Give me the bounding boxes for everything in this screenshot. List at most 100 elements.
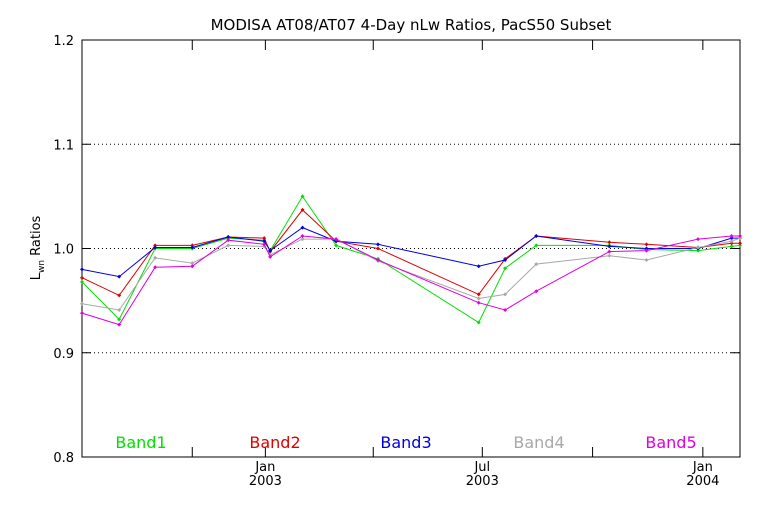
data-point [117, 322, 122, 327]
series-band2 [80, 207, 742, 298]
data-point [644, 257, 649, 262]
data-point [117, 293, 122, 298]
series-band5 [80, 233, 742, 327]
data-point [696, 245, 701, 250]
x-tick-label-year: 2003 [249, 474, 282, 489]
y-axis-label-rest: Ratios [29, 215, 44, 260]
data-point [334, 243, 339, 248]
data-point [153, 255, 158, 260]
data-point [226, 243, 231, 248]
data-point [738, 236, 742, 241]
data-point [80, 279, 84, 284]
data-point [190, 264, 195, 269]
data-point [153, 265, 158, 270]
data-point [262, 242, 267, 247]
data-point [644, 246, 649, 251]
data-point [607, 244, 612, 249]
data-point [607, 240, 612, 245]
data-point [729, 244, 734, 249]
y-tick-label: 1.0 [53, 243, 74, 258]
legend-item-band1: Band1 [115, 433, 166, 452]
data-point [503, 266, 508, 271]
y-axis-label-subscript: wn [37, 260, 47, 273]
data-point [334, 239, 339, 244]
data-point [80, 275, 84, 280]
data-point [334, 237, 339, 242]
data-point [534, 262, 539, 267]
x-tick-label-month: Jan [692, 460, 713, 475]
x-tick-label-month: Jan [254, 460, 275, 475]
data-point [738, 243, 742, 248]
x-tick-label-year: 2003 [466, 474, 499, 489]
data-point [300, 237, 305, 242]
y-axis-label-main: L [29, 272, 44, 280]
x-tick-label-year: 2004 [686, 474, 719, 489]
data-point [300, 233, 305, 238]
data-point [300, 225, 305, 230]
data-point [268, 248, 273, 253]
data-point [300, 194, 305, 199]
data-point [696, 248, 701, 253]
data-point [607, 253, 612, 258]
data-point [153, 243, 158, 248]
y-axis-label: Lwn Ratios [29, 215, 47, 280]
data-point [534, 243, 539, 248]
data-point [376, 242, 381, 247]
legend-item-band4: Band4 [513, 433, 564, 452]
data-point [190, 245, 195, 250]
data-point [503, 308, 508, 313]
series-line [81, 195, 741, 324]
data-point [738, 233, 742, 238]
data-point [153, 245, 158, 250]
data-point [729, 239, 734, 244]
y-tick-label: 1.1 [53, 138, 74, 153]
data-point [226, 238, 231, 243]
x-tick-label-month: Jul [473, 460, 490, 475]
series-line [81, 209, 740, 297]
data-point [476, 264, 481, 269]
data-point [262, 236, 267, 241]
data-point [644, 248, 649, 253]
data-point [226, 235, 231, 240]
data-point [80, 311, 84, 316]
data-point [503, 292, 508, 297]
data-point [534, 289, 539, 294]
data-point [607, 249, 612, 254]
data-point [476, 296, 481, 301]
data-point [503, 257, 508, 262]
data-point [262, 239, 267, 244]
data-point [476, 300, 481, 305]
data-point [476, 292, 481, 297]
data-point [376, 257, 381, 262]
data-point [729, 233, 734, 238]
gridlines [82, 143, 740, 354]
chart-title: MODISA AT08/AT07 4-Day nLw Ratios, PacS5… [211, 16, 612, 34]
data-point [476, 320, 481, 325]
series-line [81, 235, 740, 326]
legend-item-band3: Band3 [380, 433, 431, 452]
y-tick-label: 0.8 [53, 451, 74, 466]
data-point [117, 317, 122, 322]
data-point [729, 241, 734, 246]
data-point [117, 274, 122, 279]
data-point [729, 236, 734, 241]
data-point [190, 261, 195, 266]
data-point [190, 243, 195, 248]
series-group [80, 194, 742, 327]
data-point [80, 301, 84, 306]
legend-item-band5: Band5 [645, 433, 696, 452]
y-tick-label: 1.2 [53, 34, 74, 49]
legend-item-band2: Band2 [249, 433, 300, 452]
legend: Band1 Band2 Band3 Band4 Band5 [115, 433, 696, 452]
svg-text:Lwn Ratios: Lwn Ratios [29, 215, 47, 280]
data-point [80, 267, 84, 272]
data-point [738, 241, 742, 246]
series-line [81, 227, 740, 278]
data-point [696, 237, 701, 242]
data-point [644, 242, 649, 247]
series-band3 [80, 225, 742, 279]
y-tick-label: 0.9 [53, 347, 74, 362]
data-point [376, 246, 381, 251]
